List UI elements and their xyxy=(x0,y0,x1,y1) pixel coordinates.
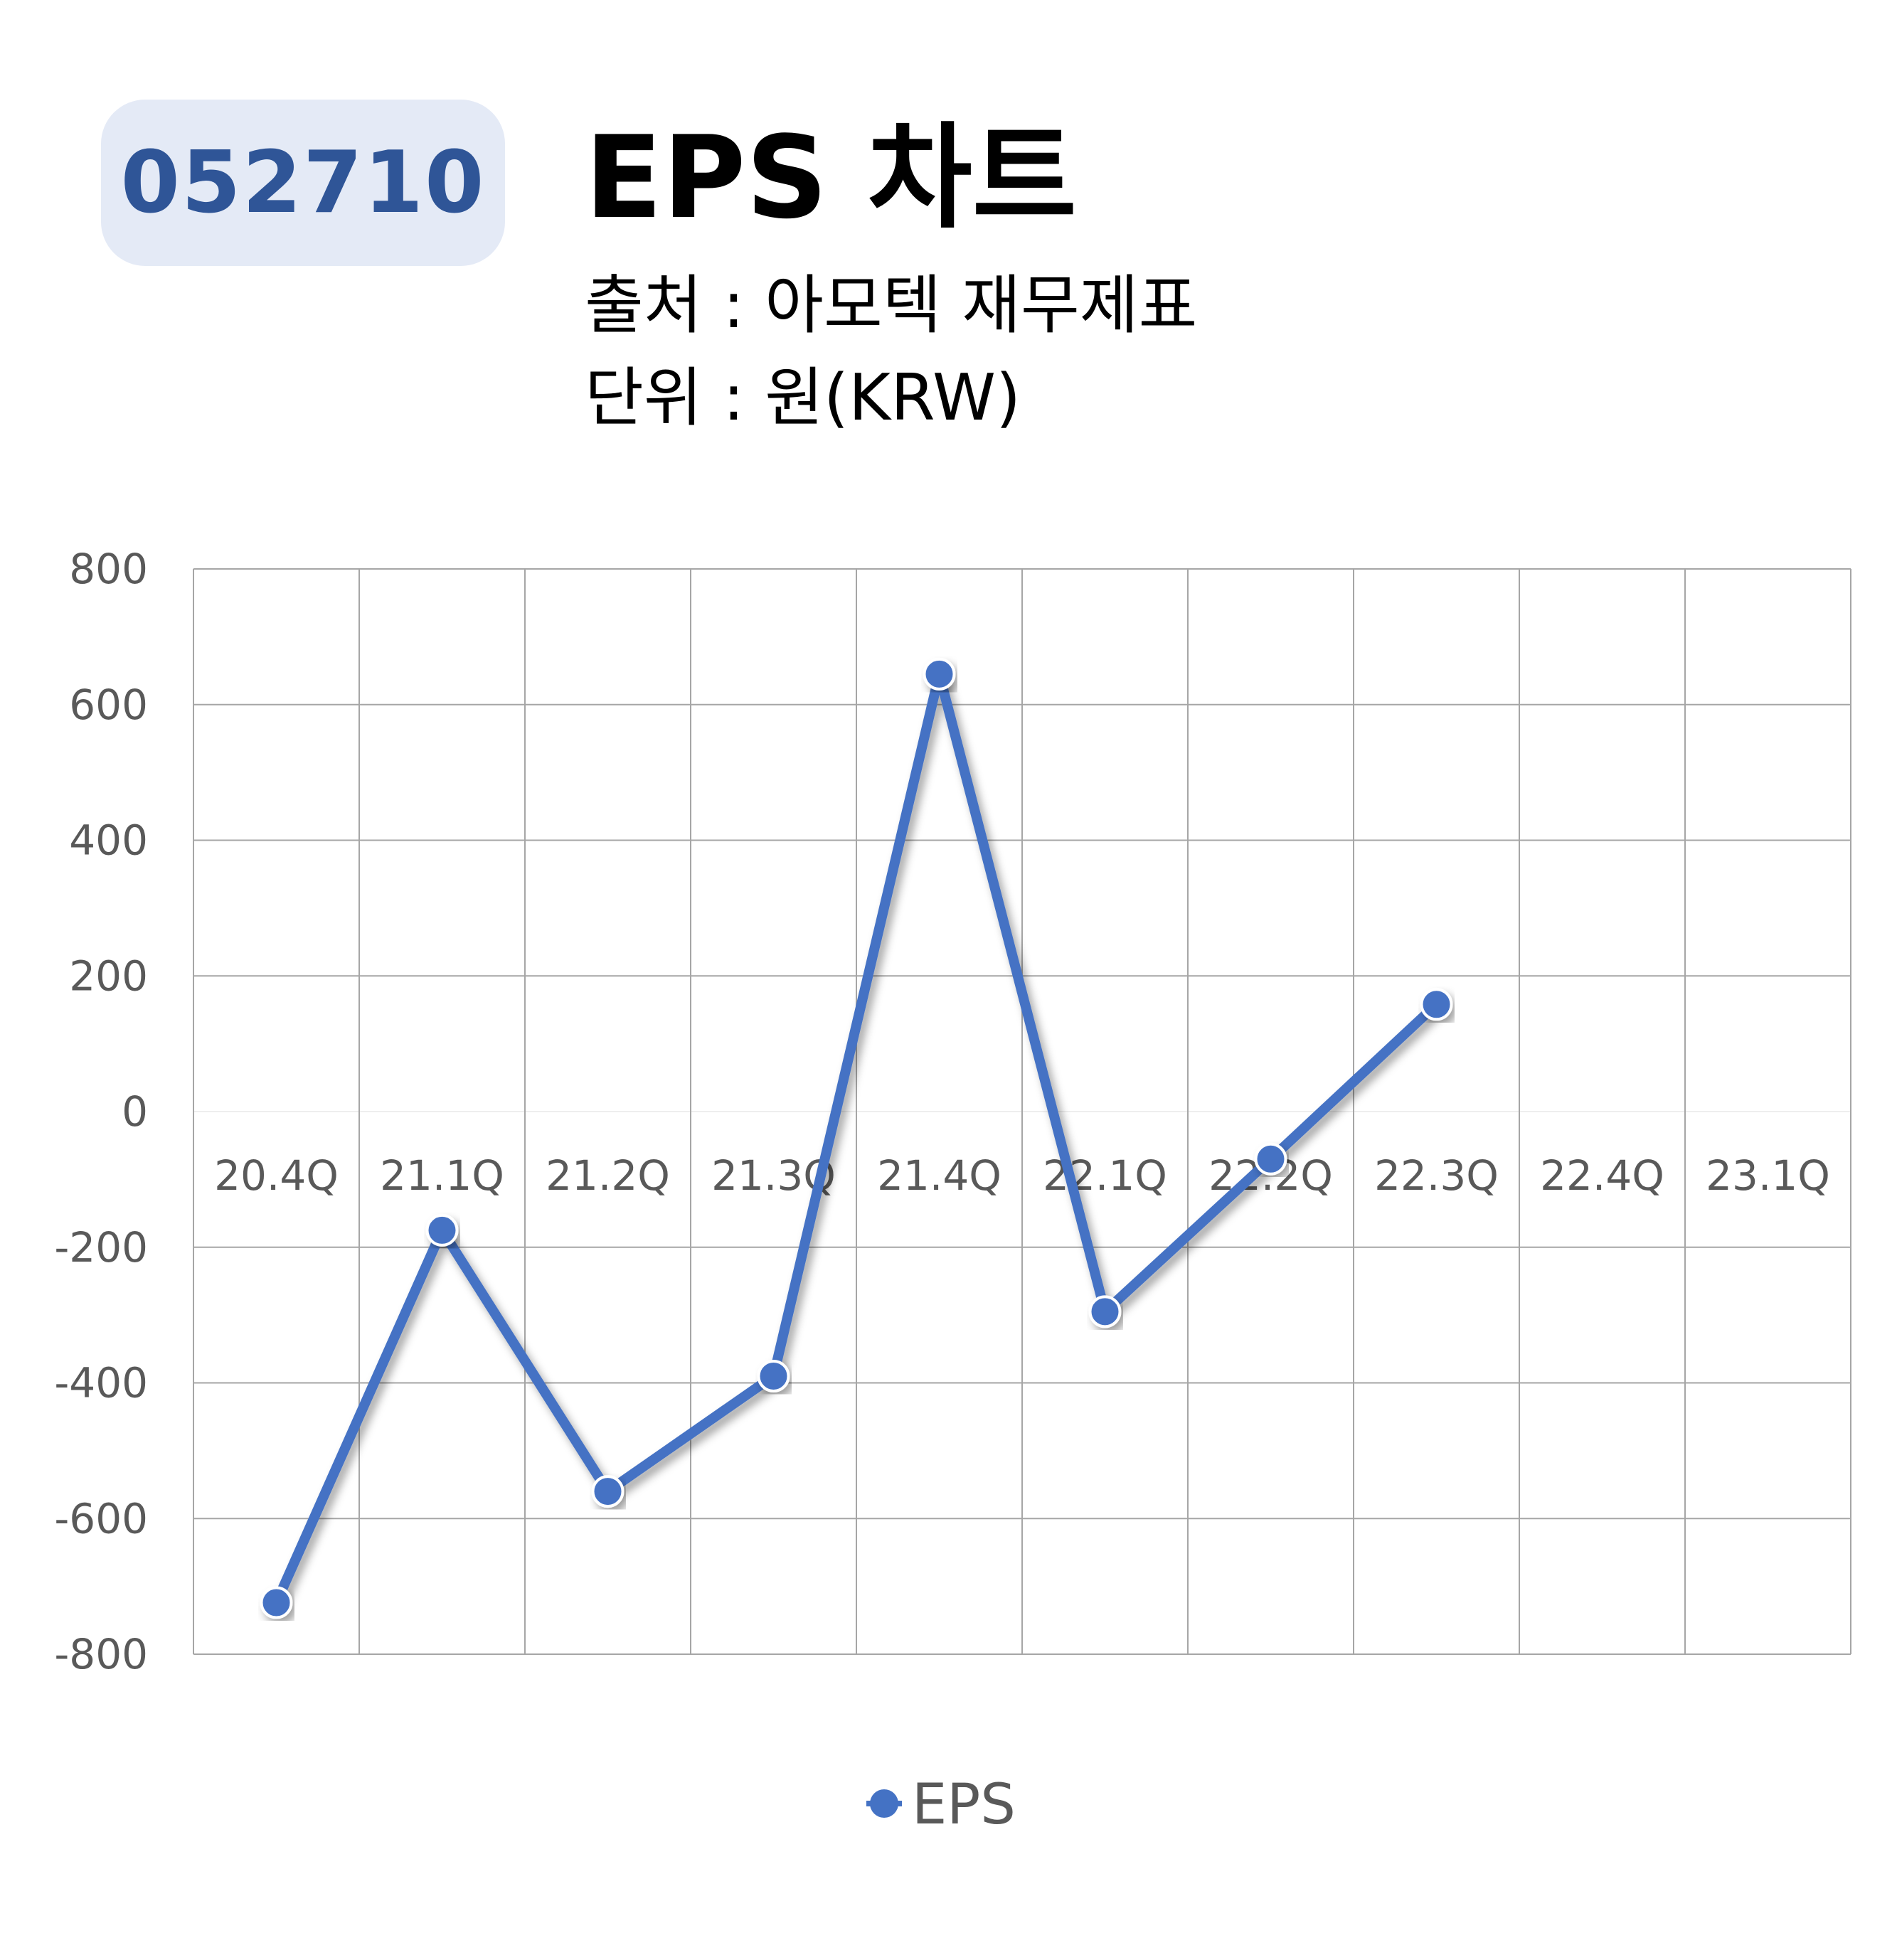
eps-point xyxy=(425,1213,459,1247)
source-label: 출처 : 아모텍 재무제표 xyxy=(585,268,1198,343)
y-tick-label: -800 xyxy=(54,1630,148,1678)
eps-point xyxy=(591,1475,625,1508)
legend-label: EPS xyxy=(912,1773,1016,1837)
y-tick-label: -600 xyxy=(54,1494,148,1543)
x-tick-label: 23.1Q xyxy=(1706,1151,1830,1200)
ticker-badge: 052710 xyxy=(101,100,505,266)
eps-point xyxy=(923,657,956,691)
series-eps xyxy=(260,657,1453,1619)
eps-point xyxy=(1420,988,1453,1021)
y-axis-ticks: 800 600 400 200 0 -200 -400 -600 -800 xyxy=(54,545,148,1678)
y-tick-label: 200 xyxy=(69,952,148,1000)
y-tick-label: 800 xyxy=(69,545,148,593)
x-tick-label: 20.4Q xyxy=(214,1151,339,1200)
eps-line xyxy=(271,669,1442,1608)
y-tick-label: 600 xyxy=(69,681,148,729)
x-tick-label: 22.4Q xyxy=(1540,1151,1664,1200)
eps-point xyxy=(1254,1142,1287,1176)
eps-point xyxy=(757,1359,790,1392)
chart-title: EPS 차트 xyxy=(585,111,1077,244)
legend: EPS xyxy=(866,1773,1016,1837)
x-tick-label: 21.2Q xyxy=(546,1151,670,1200)
x-tick-label: 21.4Q xyxy=(877,1151,1001,1200)
x-tick-label: 22.3Q xyxy=(1374,1151,1499,1200)
y-tick-label: 400 xyxy=(69,816,148,865)
legend-marker xyxy=(870,1789,898,1818)
grid-lines xyxy=(193,568,1851,1655)
ticker-code: 052710 xyxy=(120,133,486,233)
y-tick-label: 0 xyxy=(122,1087,148,1136)
x-tick-label: 21.1Q xyxy=(380,1151,504,1200)
y-tick-label: -200 xyxy=(54,1223,148,1272)
y-tick-label: -400 xyxy=(54,1359,148,1407)
eps-point xyxy=(260,1586,293,1619)
unit-label: 단위 : 원(KRW) xyxy=(585,361,1021,435)
eps-point xyxy=(1088,1295,1122,1328)
